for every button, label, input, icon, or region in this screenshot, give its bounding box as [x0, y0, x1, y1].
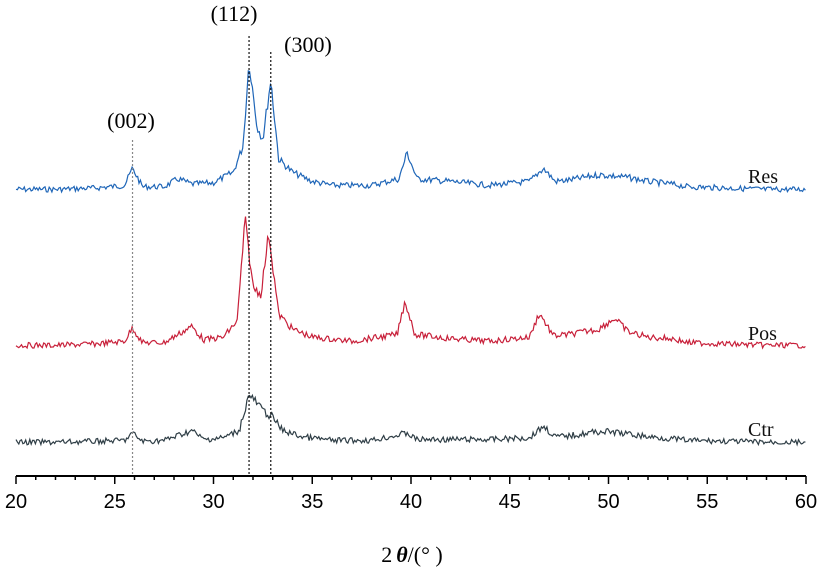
series-label-ctr: Ctr	[748, 419, 774, 441]
series-label-layer: Res Pos Ctr	[748, 166, 778, 441]
x-tick-label: 35	[301, 491, 323, 513]
x-tick-label: 45	[499, 491, 521, 513]
series-line-pos	[15, 216, 806, 350]
x-tick-label: 60	[795, 491, 817, 513]
peak-marker-layer: (002) (112) (300)	[107, 1, 332, 476]
x-tick-label: 20	[5, 491, 27, 513]
x-tick-label: 40	[400, 491, 422, 513]
series-line-ctr	[15, 393, 806, 447]
x-tick-label: 55	[696, 491, 718, 513]
peak-marker-label-0: (002)	[107, 108, 155, 133]
series-line-res	[15, 69, 806, 194]
series-label-pos: Pos	[748, 323, 777, 345]
x-tick-label: 50	[597, 491, 619, 513]
x-axis-title-prefix: 2	[381, 542, 392, 567]
x-axis-title: 2 θ/(° )	[381, 542, 442, 567]
x-axis-title-theta: θ	[396, 542, 408, 567]
x-axis-title-unit: /(° )	[408, 542, 443, 567]
series-label-res: Res	[748, 166, 778, 188]
peak-marker-label-2: (300)	[284, 32, 332, 57]
peak-marker-label-1: (112)	[211, 1, 258, 26]
series-layer	[15, 69, 806, 447]
x-tick-layer: 20 25 30 35 40 45 50 55 60	[5, 476, 817, 513]
x-tick-label: 30	[202, 491, 224, 513]
x-tick-label: 25	[104, 491, 126, 513]
